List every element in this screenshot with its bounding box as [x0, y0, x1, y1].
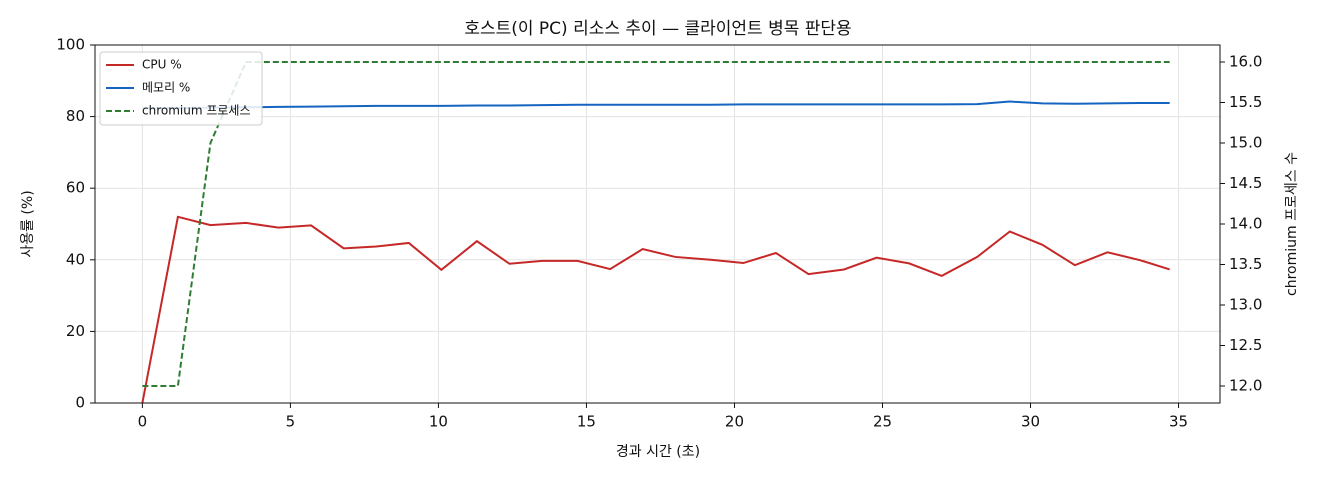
y-axis-label: 사용률 (%) [20, 190, 36, 257]
y2-tick-label: 14.0 [1229, 215, 1262, 233]
y2-tick-label: 16.0 [1229, 53, 1262, 71]
series-line [141, 215, 1170, 404]
plot-frame [94, 44, 1221, 404]
y2-tick-label: 12.0 [1229, 376, 1262, 394]
y-tick-label: 80 [66, 107, 85, 125]
x-tick-label: 15 [577, 413, 596, 431]
legend-label: chromium 프로세스 [142, 104, 251, 118]
legend-label: 메모리 % [142, 81, 190, 95]
y2-tick-label: 13.5 [1229, 255, 1262, 273]
x-tick-label: 10 [429, 413, 448, 431]
x-axis-label: 경과 시간 (초) [616, 444, 700, 460]
y-tick-label: 60 [66, 179, 85, 197]
x-tick-label: 35 [1169, 413, 1188, 431]
x-tick-label: 25 [873, 413, 892, 431]
x-tick-label: 20 [725, 413, 744, 431]
y2-tick-label: 13.0 [1229, 295, 1262, 313]
y2-tick-label: 15.0 [1229, 134, 1262, 152]
y2-axis-label: chromium 프로세스 수 [1284, 152, 1300, 296]
series-line [142, 61, 1170, 387]
y2-tick-label: 14.5 [1229, 174, 1262, 192]
y2-tick-label: 12.5 [1229, 336, 1262, 354]
series-line [142, 100, 1170, 110]
y-tick-label: 20 [66, 322, 85, 340]
y-tick-label: 100 [56, 36, 85, 54]
x-tick-label: 0 [138, 413, 148, 431]
y-tick-label: 40 [66, 250, 85, 268]
legend-label: CPU % [142, 58, 182, 72]
y2-tick-label: 15.5 [1229, 93, 1262, 111]
x-tick-label: 5 [286, 413, 296, 431]
x-tick-label: 30 [1021, 413, 1040, 431]
legend-box [99, 51, 263, 126]
chart-title: 호스트(이 PC) 리소스 추이 — 클라이언트 병목 판단용 [464, 19, 851, 39]
y-tick-label: 0 [75, 394, 85, 412]
